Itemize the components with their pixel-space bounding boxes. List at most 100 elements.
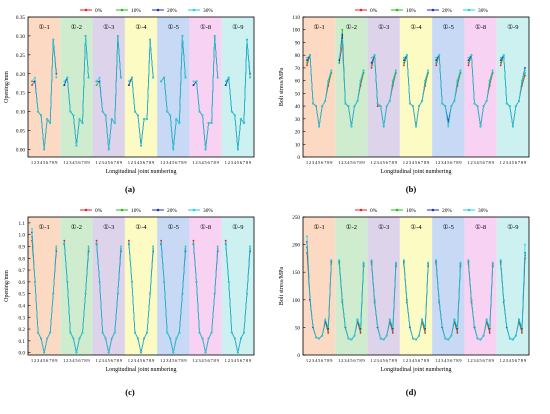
data-point — [467, 61, 470, 64]
data-point — [382, 125, 385, 128]
data-point — [104, 114, 107, 117]
x-tick-label: 7 — [421, 358, 424, 363]
data-point — [34, 280, 36, 283]
x-tick-label: 7 — [485, 358, 488, 363]
x-tick-label: 3 — [134, 160, 137, 165]
data-point — [163, 76, 166, 79]
data-point — [213, 35, 216, 37]
data-point — [467, 64, 470, 67]
x-tick-label: 3 — [101, 358, 104, 363]
data-point — [344, 102, 347, 105]
data-point — [107, 351, 110, 354]
legend-entry: 30% — [463, 208, 488, 214]
group-band-1 — [28, 17, 61, 157]
y-tick-label: 250 — [292, 215, 300, 221]
x-tick-label: 2 — [163, 160, 166, 165]
group-band-2 — [335, 17, 368, 157]
x-tick-label: 8 — [456, 358, 459, 363]
data-point — [43, 148, 46, 151]
series-30pct — [306, 235, 526, 341]
y-tick-label: 0.8 — [19, 256, 26, 262]
data-point — [119, 76, 122, 79]
x-tick-label: 4 — [137, 160, 140, 165]
data-point — [394, 261, 397, 264]
legend-entry: 30% — [188, 208, 213, 214]
data-point — [391, 332, 394, 334]
data-point — [216, 245, 219, 248]
data-point — [418, 334, 420, 337]
data-point — [243, 331, 245, 334]
data-point — [412, 105, 414, 107]
legend-label: 30% — [203, 8, 213, 14]
x-tick-label: 8 — [246, 160, 249, 165]
data-point — [178, 331, 181, 334]
x-tick-label: 1 — [500, 160, 503, 165]
data-point — [376, 105, 379, 107]
data-point — [140, 351, 142, 354]
data-point — [467, 259, 470, 261]
data-point — [140, 144, 142, 147]
x-tick-label: 4 — [444, 358, 447, 363]
x-tick-label: 4 — [347, 358, 350, 363]
data-point — [210, 122, 213, 124]
x-tick-label: 4 — [40, 160, 43, 165]
x-tick-label: 6 — [515, 160, 518, 165]
legend-label: 0% — [95, 208, 103, 214]
data-point — [43, 351, 46, 354]
plot-frame — [27, 216, 255, 356]
x-tick-label: 3 — [69, 160, 72, 165]
data-point — [524, 243, 526, 246]
data-point — [127, 242, 130, 244]
legend-label: 30% — [478, 208, 488, 214]
x-tick-label: 5 — [415, 358, 418, 363]
data-point — [130, 76, 133, 79]
group-band-7 — [221, 17, 254, 157]
x-tick-label: 8 — [214, 160, 217, 165]
legend-entry: 20% — [152, 8, 177, 14]
data-point — [134, 110, 136, 113]
data-point — [518, 100, 520, 102]
data-point — [405, 54, 408, 57]
group-band-5 — [157, 17, 190, 157]
x-tick-label: 3 — [376, 160, 379, 165]
data-point — [435, 59, 438, 62]
data-point — [84, 35, 87, 37]
panel-label: (b) — [406, 184, 417, 194]
x-tick-label: 4 — [40, 358, 43, 363]
x-tick-label: 4 — [169, 358, 172, 363]
y-tick-label: 0.10 — [16, 110, 25, 116]
x-tick-label: 4 — [380, 160, 383, 165]
group-label: ①-5 — [168, 223, 179, 231]
x-tick-label: 2 — [406, 160, 409, 165]
data-point — [213, 292, 216, 295]
y-tick-label: 0.0 — [19, 351, 26, 357]
data-point — [394, 69, 397, 72]
x-axis-label: Longitudinal joint numbering — [381, 169, 452, 175]
x-tick-label: 1 — [160, 160, 163, 165]
data-point — [146, 331, 148, 334]
x-tick-label: 9 — [184, 160, 187, 165]
x-tick-label: 7 — [210, 358, 213, 363]
x-tick-label: 3 — [441, 160, 444, 165]
group-label: ①-9 — [507, 223, 518, 231]
data-point — [385, 334, 388, 337]
data-point — [63, 242, 66, 244]
x-tick-label: 8 — [214, 358, 217, 363]
data-point — [453, 100, 456, 102]
data-point — [78, 337, 81, 340]
data-point — [353, 105, 356, 107]
x-tick-label: 8 — [84, 358, 87, 363]
data-point — [192, 239, 195, 242]
data-point — [34, 76, 36, 79]
data-point — [321, 334, 324, 337]
y-tick-label: 0.35 — [16, 15, 25, 21]
data-point — [379, 337, 382, 340]
y-tick-label: 40 — [295, 104, 301, 110]
x-tick-label: 3 — [37, 160, 40, 165]
x-tick-label: 9 — [217, 160, 220, 165]
x-tick-label: 6 — [78, 160, 81, 165]
data-point — [402, 64, 405, 67]
data-point — [55, 245, 58, 248]
y-tick-label: 10 — [295, 142, 301, 148]
x-tick-label: 6 — [418, 160, 421, 165]
